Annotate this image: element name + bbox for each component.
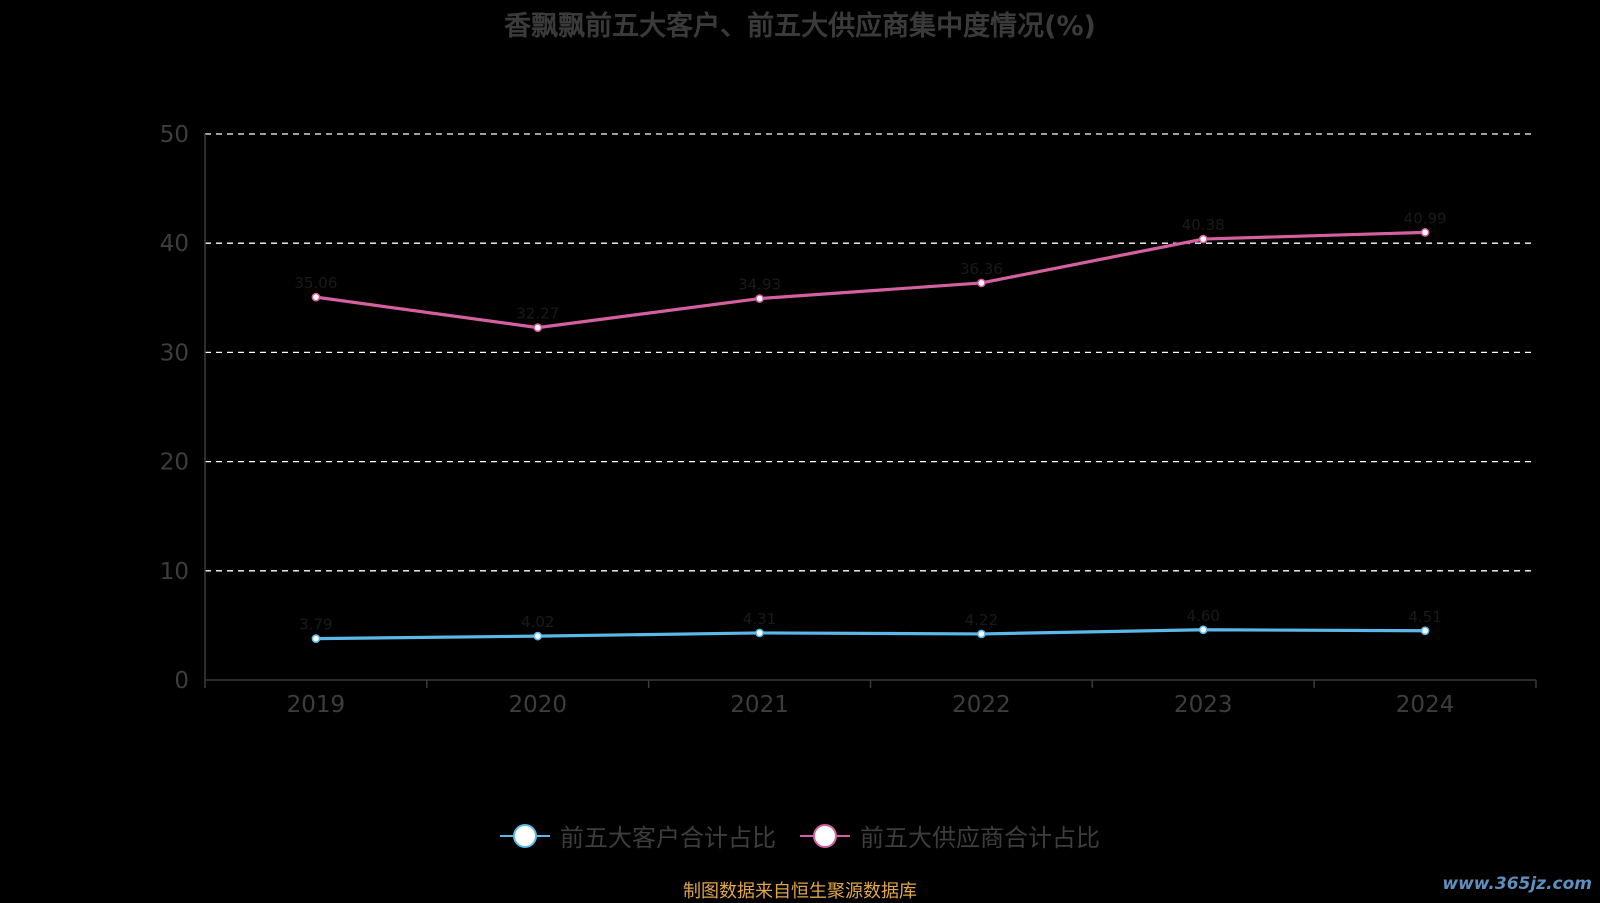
data-point	[977, 278, 986, 288]
legend-suppliers-line-icon	[800, 823, 850, 848]
x-tick-label: 2023	[1174, 692, 1233, 718]
data-labels: 3.79 4.02 4.31 4.22 4.60 4.51 35.06 32.27 34.93 3…	[294, 209, 1446, 633]
data-point	[533, 631, 543, 641]
data-label: 32.27	[516, 305, 559, 323]
series-lines	[315, 230, 1426, 641]
data-label: 4.51	[1408, 608, 1441, 626]
gridlines	[205, 133, 1536, 572]
y-tick-label: 20	[160, 450, 189, 476]
data-point	[1420, 626, 1430, 636]
data-label: 4.02	[521, 613, 554, 631]
y-tick-label: 10	[160, 559, 189, 585]
data-label: 3.79	[299, 616, 332, 634]
y-tick-label: 50	[160, 122, 189, 148]
data-point	[1420, 228, 1430, 237]
series-line-0	[315, 628, 1426, 641]
data-label: 36.36	[960, 260, 1003, 278]
data-point	[533, 323, 543, 332]
data-point	[977, 629, 986, 639]
y-tick-label: 40	[160, 231, 189, 257]
data-label: 40.99	[1404, 209, 1447, 227]
data-point	[755, 294, 764, 303]
x-tick-label: 2024	[1396, 692, 1455, 718]
legend: 前五大客户合计占比 前五大供应商合计占比	[0, 818, 1600, 853]
legend-label-suppliers: 前五大供应商合计占比	[860, 824, 1100, 852]
series-line-1	[315, 230, 1426, 330]
data-label: 4.60	[1187, 607, 1220, 625]
y-tick-label: 30	[160, 340, 189, 366]
x-tick-label: 2021	[730, 692, 789, 718]
legend-label-customers: 前五大客户合计占比	[560, 824, 776, 852]
data-point	[1198, 234, 1208, 244]
data-label: 40.38	[1182, 216, 1225, 234]
data-label: 35.06	[294, 274, 337, 292]
data-point	[755, 628, 764, 638]
watermark-logo: www.365jz.com	[1442, 874, 1592, 894]
data-point	[1198, 625, 1208, 635]
chart-title: 香飘飘前五大客户、前五大供应商集中度情况(%)	[504, 11, 1096, 42]
data-label: 34.93	[738, 276, 781, 294]
series-points	[311, 228, 1430, 643]
data-label: 4.31	[743, 610, 776, 628]
data-label: 4.22	[965, 611, 998, 629]
data-point	[311, 634, 321, 643]
source-note: 制图数据来自恒生聚源数据库	[683, 881, 917, 902]
legend-item-customers[interactable]: 前五大客户合计占比	[500, 818, 776, 853]
legend-customers-line-icon	[500, 823, 550, 848]
data-point	[311, 292, 321, 302]
x-tick-label: 2022	[952, 692, 1011, 718]
legend-item-suppliers[interactable]: 前五大供应商合计占比	[800, 818, 1100, 853]
x-tick-label: 2019	[287, 692, 346, 718]
axes: 0 10 20 30 40 50 2019 2020 2021 2022 2023 2024	[160, 122, 1537, 718]
x-tick-label: 2020	[508, 692, 567, 718]
y-tick-label: 0	[174, 668, 189, 694]
